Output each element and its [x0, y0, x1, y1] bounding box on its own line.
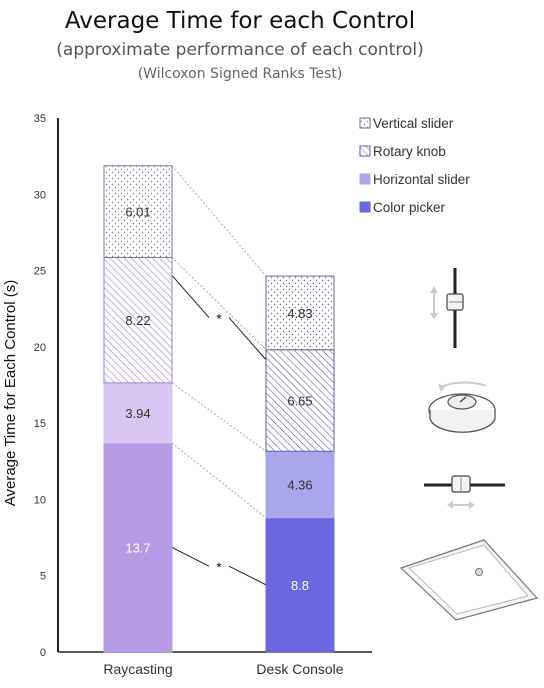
- legend-label: Horizontal slider: [373, 172, 470, 187]
- data-label: 4.36: [287, 477, 312, 492]
- data-label: 6.01: [125, 205, 150, 220]
- legend-label: Vertical slider: [373, 116, 454, 131]
- significance-marker: *: [216, 559, 222, 575]
- data-label: 13.7: [125, 540, 150, 555]
- bar-segment: [265, 275, 335, 351]
- chart-note: (Wilcoxon Signed Ranks Test): [137, 66, 343, 82]
- significance-line: [228, 317, 267, 361]
- color-picker-icon: [399, 539, 539, 621]
- connector-line: [171, 382, 267, 452]
- axes: 0 5 10 15 20 25 30 35 Average Time for Each Cont…: [2, 113, 372, 659]
- significance-marker: *: [216, 311, 222, 327]
- bar-segment: [103, 165, 173, 258]
- y-tick-label: 35: [34, 113, 46, 125]
- x-category-label: Desk Console: [256, 661, 343, 677]
- legend-swatch: [359, 201, 371, 213]
- data-label: 6.65: [287, 393, 312, 408]
- y-tick-label: 5: [40, 571, 46, 583]
- y-axis-label: Average Time for Each Control (s): [2, 280, 19, 506]
- rotary-knob-icon: [428, 381, 496, 433]
- legend-swatch: [359, 117, 371, 129]
- data-label: 3.94: [125, 406, 150, 421]
- legend-label: Color picker: [373, 200, 446, 215]
- y-tick-label: 15: [34, 418, 46, 430]
- bar-segment: [265, 450, 335, 519]
- legend-swatch: [359, 173, 371, 185]
- x-category-label: Raycasting: [103, 661, 172, 677]
- significance-line: [228, 565, 267, 586]
- legend-swatch: [359, 145, 371, 157]
- horizontal-slider-icon: [424, 475, 505, 509]
- legend-label: Rotary knob: [373, 144, 446, 159]
- y-tick-label: 10: [34, 494, 46, 506]
- y-tick-label: 20: [34, 342, 46, 354]
- significance-line: [171, 275, 210, 318]
- chart-title: Average Time for each Control: [64, 8, 416, 34]
- bars: 13.7 3.94 8.22 6.01 Raycasting 8.8 4.36 6.65 4.8…: [103, 165, 344, 677]
- bar-segment: [265, 517, 335, 653]
- chart-subtitle: (approximate performance of each control…: [56, 40, 424, 60]
- data-label: 8.8: [291, 578, 309, 593]
- y-tick-label: 25: [34, 266, 46, 278]
- connector-lines: **: [171, 165, 267, 586]
- bar-segment: [103, 256, 173, 384]
- data-label: 4.83: [287, 306, 312, 321]
- legend: Vertical slider Rotary knob Horizontal sli…: [359, 116, 470, 215]
- y-tick-label: 30: [34, 189, 46, 201]
- connector-line: [171, 165, 267, 277]
- connector-line: [171, 442, 267, 519]
- significance-line: [171, 547, 210, 567]
- vertical-slider-icon: [430, 268, 464, 348]
- data-label: 8.22: [125, 313, 150, 328]
- y-tick-label: 0: [40, 647, 46, 659]
- connector-line: [171, 257, 267, 351]
